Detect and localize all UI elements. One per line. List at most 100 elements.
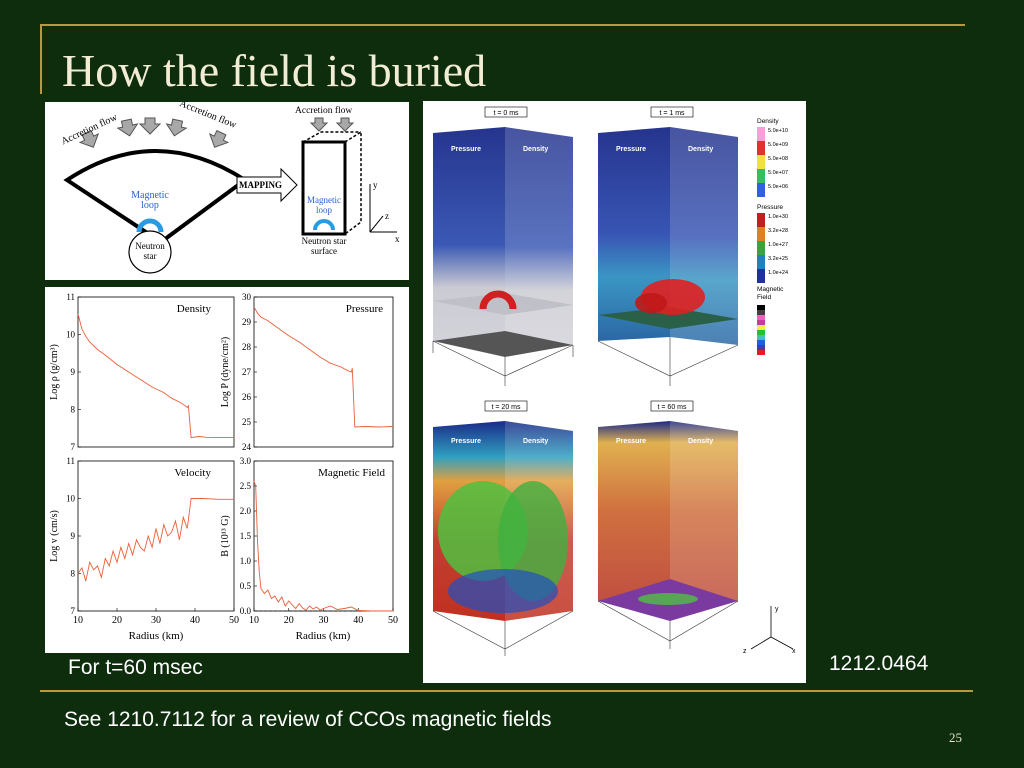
ytick-label-density: 9	[71, 367, 76, 377]
top-rule	[40, 24, 965, 26]
neutron-star-icon	[128, 230, 172, 274]
legend-density-label: 5.0e+08	[768, 156, 788, 162]
series-line-magnetic-field	[253, 480, 393, 612]
legend-field-swatch	[757, 320, 765, 325]
legend-density-label: 5.0e+10	[768, 128, 788, 134]
ytick-label-pressure: 30	[242, 292, 252, 302]
sim-panel-t60: t = 60 ms Pressure Density	[597, 400, 739, 649]
axis-x-label: x	[395, 234, 400, 244]
ylabel-density: Log ρ (g/cm³)	[49, 344, 60, 400]
legend-pressure-label: 1.0e+30	[768, 214, 788, 220]
footer-note: See 1210.7112 for a review of CCOs magne…	[64, 708, 552, 731]
ytick-label-magnetic-field: 1.0	[240, 556, 252, 566]
legend-field-swatch	[757, 330, 765, 335]
legend-density: Density 5.0e+10 5.0e+09 5.0e+08 5.0e+07 5.0e…	[757, 118, 788, 197]
accretion-flow-label-right: Accretion flow	[178, 102, 239, 131]
legend-density-swatch	[757, 183, 765, 197]
xlabel-magnetic-field: Radius (km)	[296, 630, 351, 642]
sim-panel-t1: t = 1 ms Pressure Density	[597, 106, 739, 386]
ytick-label-velocity: 8	[71, 569, 76, 579]
ytick-label-pressure: 26	[242, 392, 252, 402]
legend-pressure-swatch	[757, 241, 765, 255]
ylabel-magnetic-field: B (10¹³ G)	[220, 515, 231, 557]
mapped-box	[301, 140, 347, 236]
xtick-label-velocity: 50	[229, 615, 239, 626]
page-number: 25	[949, 730, 962, 745]
legend-pressure-title: Pressure	[757, 204, 783, 211]
ytick-label-density: 8	[71, 405, 76, 415]
ytick-label-magnetic-field: 1.5	[240, 531, 252, 541]
legend-density-swatch	[757, 127, 765, 141]
sim-axis-y: y	[775, 606, 779, 613]
ytick-label-velocity: 11	[66, 456, 75, 466]
sim-density-t60: Density	[688, 438, 713, 445]
legend-field-swatch	[757, 305, 765, 310]
box-top-lines	[302, 131, 361, 143]
ns-surface-label-2: surface	[311, 246, 337, 256]
legend-field-swatch	[757, 350, 765, 355]
xtick-label-velocity: 20	[112, 615, 122, 626]
magnetic-label-left: Magnetic	[131, 190, 169, 201]
legend-pressure: Pressure 1.0e+30 3.2e+28 1.0e+27 3.2e+25 1.0…	[757, 204, 788, 283]
bottom-rule	[40, 690, 973, 692]
title-magnetic-field: Magnetic Field	[318, 467, 385, 479]
sim-pressure-t20: Pressure	[451, 438, 481, 445]
time-caption: For t=60 msec	[68, 656, 203, 679]
ytick-label-pressure: 29	[242, 317, 252, 327]
ytick-label-density: 7	[71, 442, 76, 452]
legend-density-swatch	[757, 169, 765, 183]
ytick-label-pressure: 24	[242, 442, 252, 452]
xtick-label-velocity: 40	[190, 615, 200, 626]
axes-icon	[369, 184, 397, 233]
legend-density-title: Density	[757, 118, 779, 125]
accretion-arrows-left	[78, 117, 230, 148]
star-label: star	[144, 251, 157, 261]
legend-pressure-swatch	[757, 255, 765, 269]
sim-time-t1: t = 1 ms	[659, 110, 685, 117]
ns-surface-label-1: Neutron star	[302, 236, 347, 246]
title-pressure: Pressure	[346, 303, 383, 315]
legend-pressure-swatch	[757, 269, 765, 283]
legend-density-swatch	[757, 141, 765, 155]
ylabel-velocity: Log v (cm/s)	[49, 510, 60, 562]
simulation-panel: t = 0 ms Pressure Density t = 1 ms Press…	[423, 101, 806, 683]
legend-field-swatch	[757, 310, 765, 315]
ytick-label-pressure: 28	[242, 342, 252, 352]
xtick-label-magnetic-field: 40	[353, 615, 363, 626]
accretion-arrows-right	[309, 117, 355, 132]
ytick-label-magnetic-field: 2.0	[240, 506, 252, 516]
frame-density	[77, 296, 235, 448]
legend-field-title-2: Field	[757, 294, 771, 301]
ytick-label-magnetic-field: 2.5	[240, 481, 252, 491]
legend-field-swatch	[757, 335, 765, 340]
mapping-label: MAPPING	[239, 180, 282, 190]
sim-density-t1: Density	[688, 146, 713, 153]
xtick-label-magnetic-field: 30	[319, 615, 329, 626]
ytick-label-pressure: 27	[242, 367, 252, 377]
sim-axis-z: z	[743, 648, 747, 655]
legend-density-label: 5.0e+06	[768, 184, 788, 190]
title-velocity: Velocity	[174, 467, 211, 479]
mapping-arrow-icon	[236, 167, 298, 203]
series-line-density	[77, 313, 234, 439]
left-rule	[40, 24, 42, 94]
sim-density-t0: Density	[523, 146, 548, 153]
simulation-figure: t = 0 ms Pressure Density t = 1 ms Press…	[432, 106, 796, 656]
legend-field-swatch	[757, 345, 765, 350]
legend-field-swatch	[757, 315, 765, 320]
ytick-label-velocity: 7	[71, 606, 76, 616]
sim-pressure-t60: Pressure	[616, 438, 646, 445]
ylabel-pressure: Log P (dyne/cm²)	[220, 337, 231, 407]
accretion-flow-label-box: Accretion flow	[295, 105, 352, 116]
neutron-label: Neutron	[135, 241, 165, 251]
sim-axes-icon	[750, 606, 794, 650]
magnetic-loop-right	[313, 219, 335, 231]
title-density: Density	[177, 303, 212, 315]
xtick-label-magnetic-field: 10	[249, 615, 259, 626]
sim-time-t0: t = 0 ms	[493, 110, 519, 117]
profiles-panel: Density Pressure Velocity Magnetic Field…	[45, 287, 409, 653]
ytick-label-density: 10	[66, 330, 76, 340]
legend-pressure-swatch	[757, 213, 765, 227]
loop-label-left: loop	[141, 200, 159, 211]
loop-label-right: loop	[316, 205, 333, 215]
